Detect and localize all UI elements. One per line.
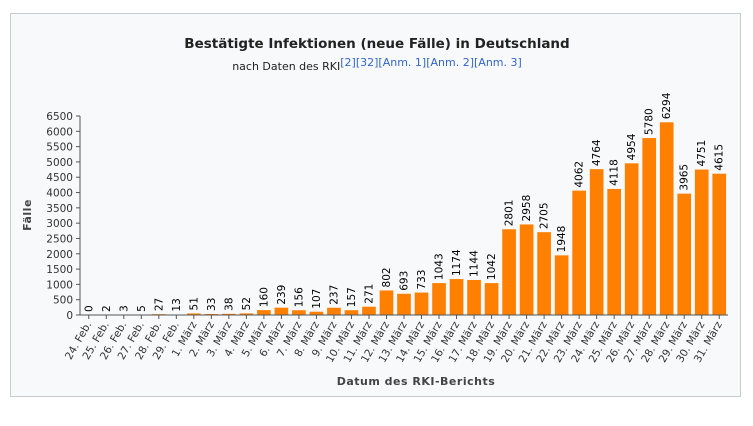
data-label: 2705 (539, 202, 551, 229)
bar (502, 229, 516, 315)
data-label: 1043 (434, 253, 446, 280)
bar (274, 307, 289, 315)
bar (187, 313, 201, 315)
y-tick-label: 3500 (46, 203, 73, 215)
bar (344, 310, 359, 315)
y-tick-label: 1000 (46, 279, 73, 291)
chart-frame: Bestätigte Infektionen (neue Fälle) in D… (10, 13, 741, 397)
bar (537, 232, 551, 315)
bar (432, 283, 446, 315)
data-label: 52 (241, 297, 253, 310)
data-label: 4118 (609, 159, 621, 186)
data-label: 4751 (696, 140, 708, 167)
data-label: 4615 (714, 144, 726, 171)
data-label: 5 (136, 305, 148, 312)
bar (642, 138, 657, 315)
chart-title: Bestätigte Infektionen (neue Fälle) in D… (184, 36, 569, 52)
data-label: 107 (311, 289, 323, 309)
bar (239, 313, 254, 315)
data-label: 51 (188, 297, 200, 310)
y-tick-label: 5500 (46, 142, 73, 154)
bar (712, 173, 727, 315)
data-label: 802 (381, 267, 393, 287)
data-label: 693 (399, 271, 411, 291)
x-axis-title: Datum des RKI-Berichts (337, 375, 496, 388)
chart-subtitle: nach Daten des RKI[2][32][Anm. 1][Anm. 2… (232, 56, 522, 73)
bar-series: 0 2 3 5 27 13 51 33 38 52 160 239 156 107 237 157 271 802… (83, 92, 727, 316)
bar (309, 311, 324, 315)
bar (467, 279, 481, 315)
data-label: 38 (223, 297, 235, 310)
y-axis: 0 500 1000 1500 2000 2500 3000 3500 4000 4500 5000… (46, 111, 81, 322)
data-label: 1144 (469, 250, 481, 277)
bar (397, 293, 411, 315)
bar (327, 307, 341, 315)
bar-chart: Bestätigte Infektionen (neue Fälle) in D… (21, 36, 728, 388)
bar (624, 163, 639, 315)
data-label: 2801 (504, 200, 516, 227)
bar (379, 290, 394, 315)
y-tick-label: 4000 (46, 188, 73, 200)
y-tick-label: 5000 (46, 157, 73, 169)
data-label: 2958 (521, 195, 533, 222)
data-label: 3 (118, 305, 130, 312)
bar (694, 169, 709, 315)
bar (204, 313, 219, 315)
data-label: 271 (363, 284, 375, 304)
subtitle-text: nach Daten des RKI (232, 60, 340, 73)
bar (257, 310, 271, 315)
bar (414, 292, 429, 315)
bar (222, 313, 236, 315)
bar (572, 190, 586, 315)
x-axis: 24. Feb.25. Feb.26. Feb.27. Feb.28. Feb.… (63, 314, 728, 365)
data-label: 160 (258, 287, 270, 307)
data-label: 6294 (661, 92, 673, 119)
y-tick-label: 0 (66, 310, 73, 322)
bar (554, 255, 569, 315)
data-label: 5780 (644, 108, 656, 135)
data-label: 237 (328, 285, 340, 305)
y-tick-label: 500 (53, 295, 73, 307)
y-tick-label: 2000 (46, 249, 73, 261)
data-label: 239 (276, 285, 288, 305)
bar (362, 306, 376, 315)
bar (519, 224, 534, 315)
bar (607, 188, 621, 315)
y-tick-label: 1500 (46, 264, 73, 276)
y-tick-label: 6000 (46, 126, 73, 138)
data-label: 1174 (451, 249, 463, 276)
data-label: 157 (346, 287, 358, 307)
y-tick-label: 3000 (46, 218, 73, 230)
data-label: 27 (153, 298, 165, 311)
data-label: 4954 (626, 133, 638, 160)
data-label: 1948 (556, 226, 568, 253)
bar (292, 310, 306, 315)
data-label: 733 (416, 270, 428, 290)
subtitle-references: [2][32][Anm. 1][Anm. 2][Anm. 3] (340, 56, 522, 69)
bar (484, 283, 499, 315)
y-tick-label: 4500 (46, 172, 73, 184)
bar (677, 193, 692, 315)
y-tick-label: 6500 (46, 111, 73, 123)
data-label: 0 (83, 305, 95, 312)
data-label: 4062 (574, 161, 586, 188)
data-label: 4764 (591, 139, 603, 166)
bar (449, 279, 464, 315)
data-label: 1042 (486, 253, 498, 280)
y-axis-title: Fälle (21, 199, 34, 231)
data-label: 33 (206, 298, 218, 311)
y-tick-label: 2500 (46, 233, 73, 245)
bar (659, 122, 674, 316)
data-label: 13 (171, 298, 183, 311)
bar (589, 169, 604, 315)
data-label: 3965 (679, 164, 691, 191)
data-label: 2 (101, 305, 113, 312)
data-label: 156 (293, 287, 305, 307)
